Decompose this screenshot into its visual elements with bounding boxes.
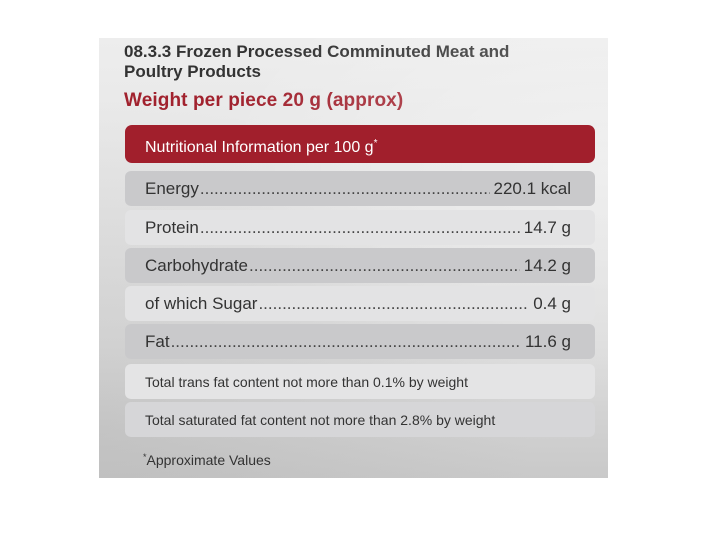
nutrient-value: 220.1 kcal <box>493 178 572 198</box>
nutrient-name: Protein <box>145 217 199 237</box>
dot-leader: ........................................… <box>199 217 520 237</box>
nutrient-value: 14.7 g <box>523 217 571 237</box>
nutrition-header-marker: * <box>373 138 378 149</box>
footnote: *Approximate Values <box>143 452 271 468</box>
product-title: 08.3.3 Frozen Processed Comminuted Meat … <box>124 42 510 81</box>
nutrient-row-energy: Energy .................................… <box>125 171 595 206</box>
nutrient-row-carbohydrate: Carbohydrate ...........................… <box>125 248 595 283</box>
nutrient-value: 14.2 g <box>523 255 571 275</box>
dot-leader: ........................................… <box>258 293 530 313</box>
weight-per-piece: Weight per piece 20 g (approx) <box>124 90 404 111</box>
nutrient-name: Fat <box>145 331 170 351</box>
nutrition-label: 08.3.3 Frozen Processed Comminuted Meat … <box>99 38 608 478</box>
dot-leader: ........................................… <box>249 255 520 275</box>
nutrient-name: of which Sugar <box>145 293 258 313</box>
trans-fat-note: Total trans fat content not more than 0.… <box>125 364 595 399</box>
nutrient-name: Energy <box>145 178 199 198</box>
nutrient-value: 0.4 g <box>533 293 571 313</box>
nutrition-header-text: Nutritional Information per 100 g <box>145 139 374 156</box>
dot-leader: ........................................… <box>199 178 490 198</box>
nutrition-table-header: Nutritional Information per 100 g* <box>125 125 595 163</box>
nutrient-name: Carbohydrate <box>145 255 249 275</box>
saturated-fat-note: Total saturated fat content not more tha… <box>125 402 595 437</box>
nutrient-row-fat: Fat ....................................… <box>125 324 595 359</box>
footnote-marker: * <box>143 452 147 462</box>
dot-leader: ........................................… <box>170 331 521 351</box>
footnote-text: Approximate Values <box>146 452 271 468</box>
nutrient-value: 11.6 g <box>524 331 571 351</box>
nutrient-row-sugar: of which Sugar .........................… <box>125 286 595 321</box>
nutrient-row-protein: Protein ................................… <box>125 210 595 245</box>
